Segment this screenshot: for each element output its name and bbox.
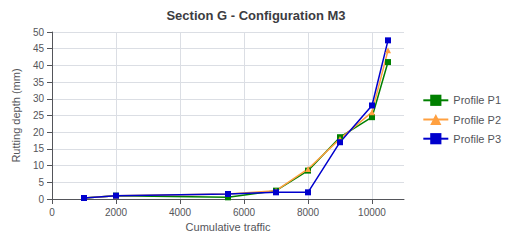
svg-text:5: 5 xyxy=(38,177,44,188)
svg-text:Rutting depth (mm): Rutting depth (mm) xyxy=(10,68,22,162)
svg-text:Cumulative traffic: Cumulative traffic xyxy=(186,221,271,233)
svg-text:30: 30 xyxy=(33,93,45,104)
svg-text:50: 50 xyxy=(33,27,45,38)
svg-text:0: 0 xyxy=(49,207,55,218)
svg-text:10: 10 xyxy=(33,160,45,171)
svg-text:Profile P1: Profile P1 xyxy=(453,94,501,106)
svg-text:6000: 6000 xyxy=(233,207,256,218)
svg-text:35: 35 xyxy=(33,77,45,88)
svg-text:10000: 10000 xyxy=(358,207,386,218)
svg-text:Section G - Configuration M3: Section G - Configuration M3 xyxy=(166,8,345,23)
svg-text:15: 15 xyxy=(33,143,45,154)
svg-text:8000: 8000 xyxy=(297,207,320,218)
svg-text:25: 25 xyxy=(33,110,45,121)
svg-text:20: 20 xyxy=(33,127,45,138)
svg-text:40: 40 xyxy=(33,60,45,71)
svg-text:45: 45 xyxy=(33,43,45,54)
svg-text:4000: 4000 xyxy=(169,207,192,218)
svg-text:2000: 2000 xyxy=(105,207,128,218)
svg-text:Profile P3: Profile P3 xyxy=(453,133,501,145)
svg-text:0: 0 xyxy=(38,194,44,205)
svg-text:Profile P2: Profile P2 xyxy=(453,114,501,126)
